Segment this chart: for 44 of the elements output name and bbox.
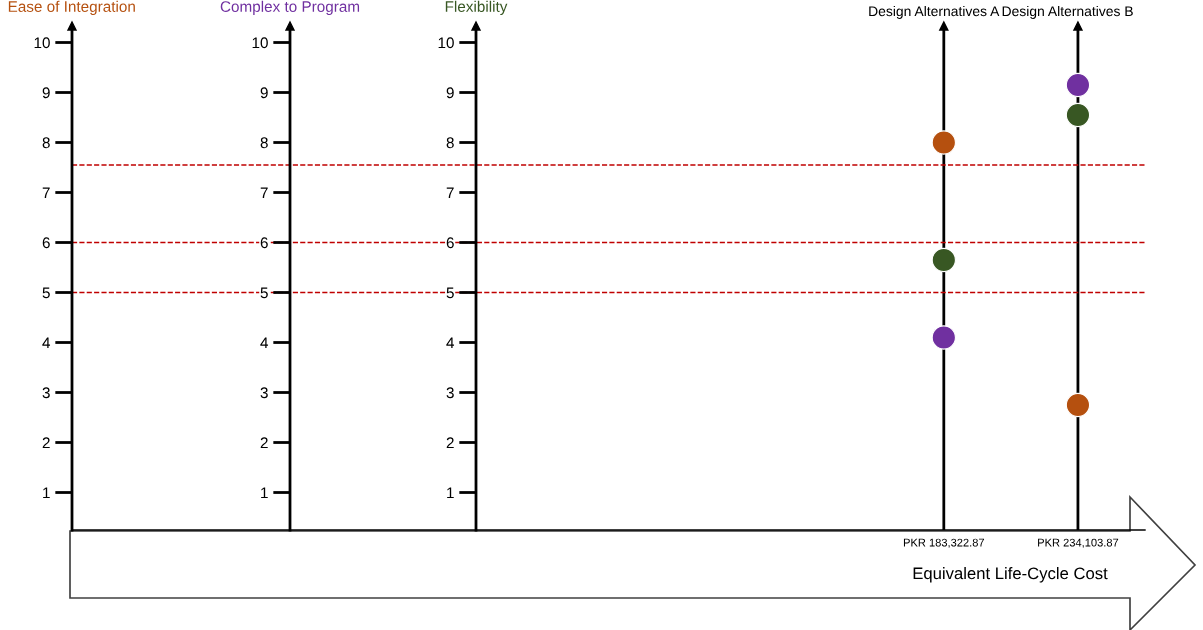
y-tick-label: 2 xyxy=(42,437,50,449)
x-tick-label: PKR 183,322.87 xyxy=(903,538,985,548)
x-tick-label: PKR 234,103.87 xyxy=(1038,538,1119,548)
point xyxy=(1065,102,1091,128)
y2-tick-label: 2 xyxy=(260,437,268,449)
y-tick-label: 4 xyxy=(42,337,51,349)
y3-tick-label: 2 xyxy=(446,437,454,449)
y3-tick-label: 9 xyxy=(446,87,454,99)
y2-tick-label: 9 xyxy=(260,87,268,99)
y-tick-label: 1 xyxy=(43,487,50,499)
text: Ease of Integration xyxy=(8,0,135,15)
point xyxy=(931,325,956,350)
y2-tick-label: 3 xyxy=(260,387,268,399)
y3-tick-label: 7 xyxy=(446,187,454,199)
y2-tick-label: 7 xyxy=(260,187,268,199)
y3-tick-label: 3 xyxy=(446,387,454,399)
y3-tick-label: 6 xyxy=(446,237,454,249)
y3-tick-label: 10 xyxy=(438,37,454,49)
y-tick-label: 3 xyxy=(42,387,50,399)
point xyxy=(931,130,956,155)
text: Design Alternatives B xyxy=(1002,5,1133,19)
x-axis-title: Equivalent Life-Cycle Cost xyxy=(913,567,1108,583)
y2-tick-label: 8 xyxy=(260,137,268,149)
point xyxy=(1065,392,1091,418)
y3-tick-label: 5 xyxy=(446,287,454,299)
y3-tick-label: 8 xyxy=(446,137,454,149)
y2-tick-label: 1 xyxy=(261,487,268,499)
point xyxy=(1065,72,1091,98)
point xyxy=(931,247,956,273)
text: Design Alternatives A xyxy=(869,5,1000,19)
y2-tick-label: 10 xyxy=(252,37,268,49)
y2-tick-label: 5 xyxy=(260,287,268,299)
y3-tick-label: 1 xyxy=(447,487,454,499)
y2-tick-label: 4 xyxy=(260,337,269,349)
y-tick-label: 6 xyxy=(42,237,50,249)
y2-tick-label: 6 xyxy=(260,237,268,249)
y-tick-label: 5 xyxy=(42,287,50,299)
text: Complex to Program xyxy=(220,0,360,15)
y3-tick-label: 4 xyxy=(446,337,455,349)
y-tick-label: 9 xyxy=(42,87,50,99)
y-tick-label: 7 xyxy=(42,187,50,199)
y-tick-label: 10 xyxy=(34,37,50,49)
y-tick-label: 8 xyxy=(42,137,50,149)
text: Flexibility xyxy=(445,0,508,15)
